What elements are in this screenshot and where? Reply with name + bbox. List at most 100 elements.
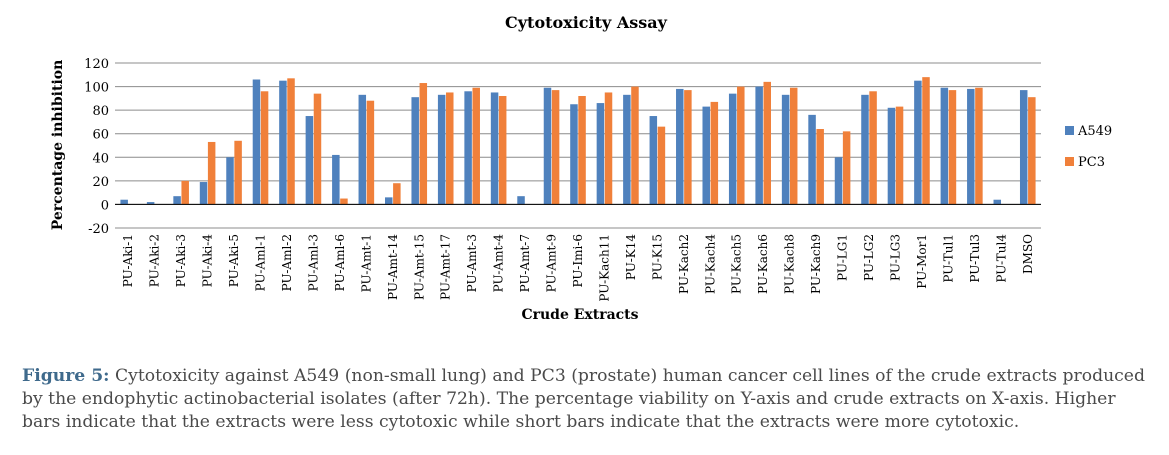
bar-a549-pu-k14: [623, 94, 631, 205]
x-tick-label: PU-Aml-6: [333, 234, 347, 291]
legend-label-a549: A549: [1077, 124, 1112, 139]
bar-a549-pu-aml-6: [332, 154, 340, 205]
bar-a549-pu-kach5: [728, 93, 737, 205]
bar-a549-pu-amt-4: [490, 92, 499, 205]
bar-pc3-pu-amt-1: [366, 100, 375, 205]
x-tick-label: PU-Kach9: [809, 234, 823, 294]
bar-pc3-pu-aml-6: [340, 198, 348, 205]
bar-a549-pu-amt-3: [464, 91, 472, 205]
bar-a549-dmso: [1019, 90, 1028, 205]
bar-a549-pu-kach4: [702, 106, 710, 205]
bar-pc3-pu-kach9: [816, 129, 824, 205]
x-tick-label: PU-Tul4: [994, 234, 1008, 283]
bar-pc3-pu-amt-9: [551, 90, 560, 205]
bar-a549-pu-lg3: [887, 107, 896, 205]
bar-a549-pu-aml-2: [279, 80, 287, 205]
x-tick-label: PU-LG1: [836, 234, 850, 281]
legend: A549 PC3: [1065, 124, 1112, 170]
y-tick-label: 120: [84, 57, 109, 72]
y-tick-label: 20: [92, 175, 109, 190]
x-tick-label: PU-Amt-14: [386, 234, 400, 300]
x-tick-label: PU-Aki-1: [121, 234, 135, 287]
y-tick-label: 40: [92, 151, 109, 166]
x-tick-label: PU-Imi-6: [571, 234, 585, 287]
bar-a549-pu-aki-3: [173, 196, 181, 205]
bar-a549-pu-amt-14: [385, 197, 393, 205]
x-tick-label: PU-Aml-2: [280, 234, 294, 291]
bar-a549-pu-aki-1: [120, 199, 128, 205]
bar-pc3-pu-aki-3: [181, 180, 189, 205]
x-tick-label: PU-Aml-3: [306, 234, 320, 291]
bar-a549-pu-mor1: [914, 80, 922, 205]
bar-pc3-pu-k14: [631, 86, 639, 205]
bar-pc3-pu-aki-4: [207, 141, 216, 205]
bar-a549-pu-amt-1: [358, 94, 367, 205]
bar-pc3-pu-kach6: [763, 81, 771, 205]
x-tick-label: PU-Kach4: [703, 234, 717, 294]
bar-a549-pu-amt-9: [543, 87, 552, 205]
x-tick-label: PU-Kach6: [756, 234, 770, 294]
bar-a549-pu-kach11: [596, 103, 605, 205]
y-tick-label: 100: [84, 81, 109, 96]
x-tick-label: PU-LG3: [888, 234, 902, 281]
bar-pc3-pu-tul1: [948, 90, 957, 205]
x-tick-label: PU-Amt-4: [492, 234, 506, 293]
bars: [120, 77, 1036, 205]
bar-pc3-pu-imi-6: [578, 96, 586, 205]
bar-pc3-pu-aml-2: [287, 78, 295, 205]
bar-a549-pu-amt-15: [411, 97, 419, 205]
x-tick-label: PU-Aki-3: [174, 234, 188, 287]
bar-a549-pu-kach8: [781, 94, 790, 205]
x-tick-label: PU-K14: [624, 234, 638, 280]
bar-pc3-pu-amt-17: [446, 92, 454, 205]
x-tick-label: PU-LG2: [862, 234, 876, 281]
x-tick-label: PU-Amt-7: [518, 234, 532, 292]
bar-pc3-dmso: [1028, 97, 1036, 205]
bar-a549-pu-kach2: [676, 88, 684, 205]
bar-pc3-pu-aki-5: [234, 140, 242, 205]
x-tick-label: PU-Amt-3: [465, 234, 479, 292]
bar-pc3-pu-kach5: [737, 86, 745, 205]
bar-pc3-pu-mor1: [922, 77, 930, 205]
figure-caption: Figure 5: Cytotoxicity against A549 (non…: [22, 365, 1152, 434]
bar-a549-pu-tul1: [940, 87, 949, 205]
bar-a549-pu-amt-17: [437, 94, 446, 205]
x-tick-label: PU-Kach8: [783, 234, 797, 294]
x-tick-label: PU-Tul3: [968, 234, 982, 283]
x-tick-label: DMSO: [1021, 234, 1035, 274]
bar-pc3-pu-lg1: [842, 131, 851, 205]
bar-pc3-pu-tul3: [975, 87, 983, 205]
bar-pc3-pu-amt-14: [393, 183, 401, 205]
x-axis-label: Crude Extracts: [521, 307, 638, 323]
bar-a549-pu-lg2: [861, 94, 869, 205]
bar-a549-pu-imi-6: [570, 104, 578, 205]
x-tick-label: PU-Kach2: [677, 234, 691, 294]
bar-a549-pu-amt-7: [517, 196, 525, 205]
x-tick-label: PU-Amt-17: [439, 234, 453, 300]
bar-a549-pu-k15: [649, 116, 658, 205]
bar-a549-pu-aki-2: [146, 202, 155, 205]
x-tick-label: PU-K15: [650, 234, 664, 280]
x-tick-labels: PU-Aki-1 PU-Aki-2 PU-Aki-3 PU-Aki-4 PU-Aki-5…: [121, 234, 1035, 302]
y-axis-label: Percentage inhibition: [50, 60, 66, 231]
x-tick-label: PU-Tul1: [941, 234, 955, 283]
legend-swatch-pc3: [1065, 157, 1074, 166]
x-tick-label: PU-Aki-4: [201, 234, 215, 288]
cytotoxicity-chart: Cytotoxicity Assay -20 0 20 40 60 80 100 120 PU…: [50, 13, 1112, 323]
x-tick-label: PU-Amt-9: [545, 234, 559, 292]
bar-a549-pu-tul4: [993, 199, 1002, 205]
x-tick-label: PU-Aki-5: [227, 234, 241, 287]
bar-pc3-pu-kach11: [604, 92, 613, 205]
bar-pc3-pu-amt-4: [498, 96, 507, 205]
y-tick-label: -20: [88, 222, 109, 237]
x-tick-label: PU-Aki-2: [148, 234, 162, 287]
bar-a549-pu-tul3: [967, 88, 975, 205]
legend-label-pc3: PC3: [1078, 155, 1105, 170]
bar-a549-pu-aki-5: [226, 157, 234, 205]
chart-title: Cytotoxicity Assay: [505, 13, 668, 32]
bar-pc3-pu-lg2: [869, 91, 877, 205]
bar-pc3-pu-amt-15: [419, 83, 428, 205]
bar-a549-pu-aki-4: [199, 182, 208, 205]
legend-swatch-a549: [1065, 126, 1074, 135]
bar-pc3-pu-amt-3: [472, 87, 480, 205]
